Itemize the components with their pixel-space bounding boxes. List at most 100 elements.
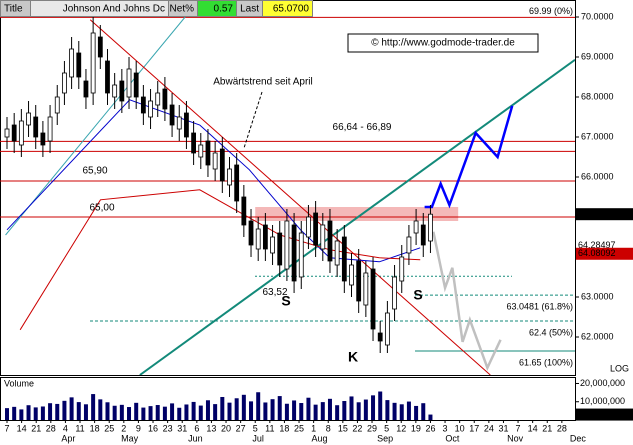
volume-bar — [119, 404, 124, 420]
candle-body — [363, 272, 369, 306]
volume-bar — [12, 406, 17, 420]
candle-body — [26, 112, 31, 126]
candle-body — [184, 112, 189, 138]
x-tick-label: 18 — [90, 423, 100, 433]
pattern-label: K — [348, 349, 358, 365]
volume-bar — [69, 397, 74, 420]
trend-line — [5, 16, 186, 236]
candle-body — [176, 116, 182, 130]
month-label: Jul — [252, 433, 264, 443]
volume-bar — [327, 398, 332, 420]
candle-body — [54, 96, 60, 114]
volume-bar — [184, 404, 189, 420]
volume-bar — [385, 400, 390, 420]
volume-bar — [320, 402, 325, 420]
volume-bar — [249, 401, 254, 420]
x-tick-label: 13 — [206, 423, 216, 433]
volume-bar — [299, 403, 304, 420]
candle-body — [155, 92, 161, 106]
x-tick-label: 10 — [455, 423, 465, 433]
header-text: Net% — [170, 4, 195, 15]
y-tick-label: 66.0000 — [581, 171, 614, 181]
candle-body — [212, 152, 218, 170]
candle-body — [262, 224, 268, 250]
header-text: 65.0700 — [273, 4, 310, 15]
candle-body — [413, 220, 419, 234]
y-tick-label: 68.0000 — [581, 91, 614, 101]
y-tick-label: 67.0000 — [581, 131, 614, 141]
price-tag-box — [576, 208, 633, 221]
fibonacci-label: 61.65 (100%) — [519, 357, 573, 367]
x-tick-label: 25 — [294, 423, 304, 433]
candle-body — [320, 224, 326, 250]
candle-body — [47, 116, 53, 142]
volume-bar — [378, 391, 383, 420]
candle-body — [284, 220, 290, 270]
x-tick-label: 11 — [75, 423, 84, 433]
volume-bar — [40, 406, 45, 420]
level-label: 65,90 — [82, 166, 107, 177]
level-label: 65,00 — [89, 203, 114, 214]
candle-body — [198, 144, 204, 158]
month-label: May — [121, 433, 139, 443]
volume-bar — [349, 396, 354, 420]
candle-body — [83, 80, 89, 98]
x-tick-label: 5 — [253, 423, 258, 433]
candle-body — [420, 224, 426, 246]
candle-body — [248, 220, 254, 246]
candle-body — [162, 88, 168, 110]
volume-frame — [0, 377, 576, 421]
x-tick-label: 25 — [104, 423, 114, 433]
y-tick-label: 69.0000 — [581, 51, 614, 61]
volume-bar — [342, 401, 347, 420]
volume-bar — [414, 405, 419, 420]
log-label: LOG — [610, 363, 629, 373]
x-tick-label: 28 — [557, 423, 567, 433]
volume-bar — [356, 402, 361, 420]
price-tag: 64.28497 — [578, 240, 616, 250]
candle-body — [90, 32, 96, 94]
candle-body — [69, 48, 75, 78]
volume-title: Volume — [4, 378, 34, 388]
resistance-label: 66,64 - 66,89 — [333, 122, 392, 133]
volume-bar — [177, 407, 182, 420]
candle-body — [105, 60, 110, 94]
volume-bar — [406, 401, 411, 420]
volume-bar — [220, 396, 225, 420]
x-tick-label: 14 — [17, 423, 27, 433]
volume-bar — [112, 405, 117, 420]
x-tick-label: 4 — [63, 423, 68, 433]
volume-bar — [306, 397, 311, 420]
candle-body — [40, 132, 46, 146]
candle-body — [191, 132, 197, 154]
candle-body — [169, 104, 175, 126]
x-tick-label: 11 — [265, 423, 274, 433]
x-tick-label: 27 — [236, 423, 246, 433]
candle-body — [97, 36, 103, 58]
volume-bar — [428, 414, 433, 420]
candle-body — [377, 332, 383, 342]
y-tick-label: 70.0000 — [581, 11, 614, 21]
candle-body — [277, 232, 283, 266]
header-text: Johnson And Johns Dc — [63, 4, 165, 15]
x-tick-label: 7 — [516, 423, 521, 433]
volume-bar — [399, 404, 404, 420]
x-tick-label: 6 — [194, 423, 199, 433]
volume-bar — [392, 402, 397, 420]
x-tick-label: 5 — [384, 423, 389, 433]
candle-body — [306, 216, 311, 238]
candle-body — [341, 236, 347, 282]
x-tick-label: 12 — [396, 423, 406, 433]
volume-bar — [26, 405, 31, 420]
trend-annotation: Abwärtstrend seit April — [213, 77, 313, 88]
month-label: Sep — [377, 433, 393, 443]
price-tag: 65.0700 — [578, 209, 611, 219]
volume-tick-label: 10,000,000 — [580, 396, 625, 406]
volume-bar — [277, 396, 282, 420]
volume-bar — [371, 395, 376, 420]
x-tick-label: 31 — [177, 423, 187, 433]
candle-body — [356, 260, 362, 302]
header-text: 0.57 — [214, 4, 234, 15]
y-tick-label: 62.0000 — [581, 331, 614, 341]
